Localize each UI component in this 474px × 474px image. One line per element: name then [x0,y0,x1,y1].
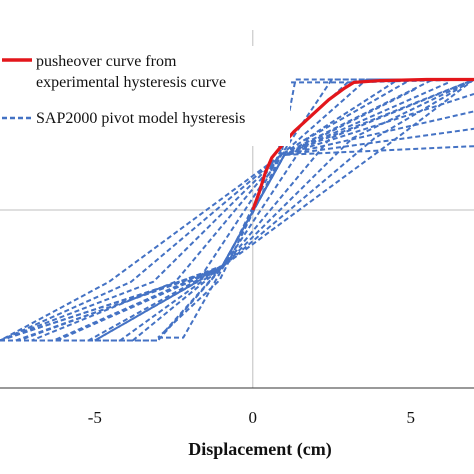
hysteresis-branch [132,127,474,342]
series-layer [0,77,474,342]
legend-background [0,46,290,146]
legend-label-pushover-line2: experimental hysteresis curve [36,74,226,91]
legend-label-sap2000: SAP2000 pivot model hysteresis [36,110,245,127]
x-axis-title: Displacement (cm) [188,439,331,460]
x-tick-label: 5 [407,408,416,427]
legend-label-pushover-line1: pusheover curve from [36,53,177,70]
hysteresis-loop [31,78,474,342]
legend: pusheover curve from experimental hyster… [0,46,290,146]
hysteresis-branch [163,145,474,333]
x-tick-label: -5 [88,408,102,427]
x-tick-label: 0 [249,408,258,427]
pushover-curve [251,77,474,211]
hysteresis-loop [0,78,474,342]
x-tick-labels: -5 0 5 [88,408,415,427]
hysteresis-loop [0,78,474,342]
plot-area [0,30,474,389]
